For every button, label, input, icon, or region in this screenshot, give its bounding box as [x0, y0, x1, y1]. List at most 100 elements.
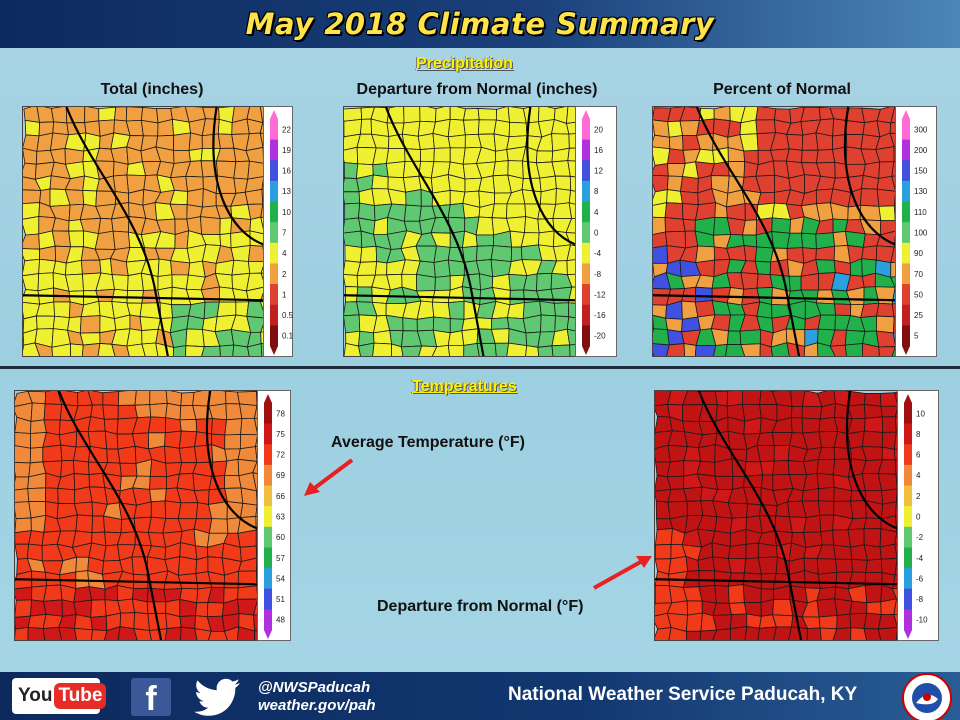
- twitter-handle[interactable]: @NWSPaducah: [258, 679, 371, 696]
- precip-departure-state-border: [526, 107, 575, 246]
- avg-temp-county: [252, 461, 257, 475]
- temp-departure-county: [666, 460, 685, 478]
- precip-percent-county: [726, 245, 747, 262]
- avg-temp-county: [147, 416, 167, 434]
- avg-temp-county: [240, 502, 257, 518]
- avg-temp-county: [27, 487, 47, 503]
- temp-departure-county: [655, 627, 672, 640]
- temp-departure-county: [849, 600, 868, 615]
- precip-total-county: [111, 216, 130, 233]
- precip-percent-county: [875, 330, 895, 348]
- avg-temp-county: [58, 626, 77, 640]
- avg-temp-county: [194, 628, 212, 640]
- precip-total-county: [79, 332, 101, 346]
- avg-temp-county: [58, 431, 78, 448]
- precip-departure-county: [433, 147, 451, 163]
- avg-temp-annotation: Average Temperature (°F): [331, 434, 526, 451]
- precip-total-county: [201, 118, 220, 137]
- precip-departure-county: [491, 203, 508, 219]
- temp-departure-county: [698, 444, 716, 463]
- precip-percent-county: [710, 314, 731, 332]
- avg-temp-county: [117, 404, 138, 420]
- precip-departure-county: [536, 272, 553, 292]
- precip-percent-county: [694, 300, 716, 318]
- precip-percent-legend-tick-label: 25: [914, 311, 923, 320]
- precip-departure-county: [462, 108, 480, 121]
- temp-departure-county: [773, 626, 792, 640]
- temp-departure-county: [832, 627, 852, 640]
- precip-departure-county: [431, 301, 451, 320]
- avg-temp-county: [224, 458, 240, 477]
- precip-percent-county: [844, 119, 865, 136]
- avg-temp-county: [179, 615, 196, 630]
- avg-temp-county: [179, 598, 198, 618]
- temp-departure-county: [877, 473, 897, 492]
- precip-percent-county: [801, 232, 817, 250]
- temp-departure-county: [655, 444, 671, 463]
- precip-percent-county: [664, 217, 686, 233]
- website-link[interactable]: weather.gov/pah: [258, 697, 376, 714]
- temp-departure-legend-tick-label: 8: [916, 430, 921, 439]
- precip-departure-county: [391, 343, 404, 356]
- twitter-icon[interactable]: [194, 678, 242, 716]
- avg-temp-county: [237, 570, 257, 589]
- precip-total-county: [125, 107, 144, 122]
- precip-departure-county: [344, 146, 359, 165]
- precip-total-county: [24, 119, 41, 137]
- precip-departure-county: [447, 202, 466, 219]
- precip-total-county: [127, 272, 144, 292]
- avg-temp-county: [117, 445, 137, 464]
- precip-percent-county: [771, 231, 791, 249]
- precip-departure-county: [344, 314, 361, 334]
- temp-departure-county: [880, 392, 897, 407]
- temp-departure-county: [861, 430, 884, 448]
- precip-percent-county: [889, 132, 895, 148]
- precip-departure-county: [462, 245, 478, 263]
- precip-total-county: [141, 342, 159, 356]
- temp-departure-county: [863, 416, 884, 433]
- avg-temp-legend-swatch: [264, 485, 272, 507]
- precip-departure-county: [475, 216, 495, 236]
- avg-temp-county: [29, 446, 44, 464]
- temp-departure-county: [850, 627, 867, 640]
- precip-percent-legend-swatch: [902, 222, 910, 244]
- temp-departure-county: [788, 626, 808, 640]
- precip-departure-county: [418, 345, 438, 356]
- precip-total-county: [23, 273, 40, 292]
- temp-departure-county: [685, 630, 702, 640]
- precip-total-legend-tick-label: 22: [282, 125, 291, 134]
- precip-percent-county: [829, 344, 847, 356]
- temp-departure-legend-tick-label: -6: [916, 574, 924, 583]
- temp-departure-legend-swatch: [904, 506, 912, 528]
- precip-departure-state-border: [344, 294, 575, 302]
- precip-total-county: [70, 343, 84, 356]
- avg-temp-county: [177, 502, 199, 520]
- precip-percent-county: [861, 245, 878, 261]
- precip-percent-county: [874, 286, 895, 305]
- temp-departure-county: [863, 403, 883, 419]
- avg-temp-county: [30, 402, 46, 422]
- precip-total-county: [23, 258, 41, 277]
- avg-temp-county: [91, 515, 106, 534]
- precip-percent-county: [844, 329, 866, 346]
- temp-departure-county: [698, 570, 716, 588]
- temp-departure-county: [801, 417, 821, 434]
- precip-percent-legend-tick-label: 90: [914, 249, 923, 258]
- temp-departure-legend-swatch: [904, 464, 912, 487]
- precip-percent-county: [725, 344, 746, 356]
- precip-total-county: [244, 188, 263, 205]
- precip-departure-county: [400, 345, 423, 356]
- precip-percent-county: [666, 175, 683, 192]
- precip-total-county: [188, 132, 203, 151]
- youtube-icon[interactable]: You Tube: [12, 678, 107, 714]
- temp-departure-county: [757, 556, 778, 575]
- facebook-icon[interactable]: f: [131, 678, 171, 718]
- precip-departure-county: [416, 273, 436, 292]
- avg-temp-county: [253, 417, 257, 434]
- avg-temp-county: [15, 501, 32, 520]
- avg-temp-county: [240, 487, 257, 506]
- precip-total-county: [112, 174, 130, 194]
- precip-percent-county: [653, 245, 669, 264]
- precip-total-county: [245, 147, 263, 164]
- temp-departure-legend-swatch: [904, 588, 912, 610]
